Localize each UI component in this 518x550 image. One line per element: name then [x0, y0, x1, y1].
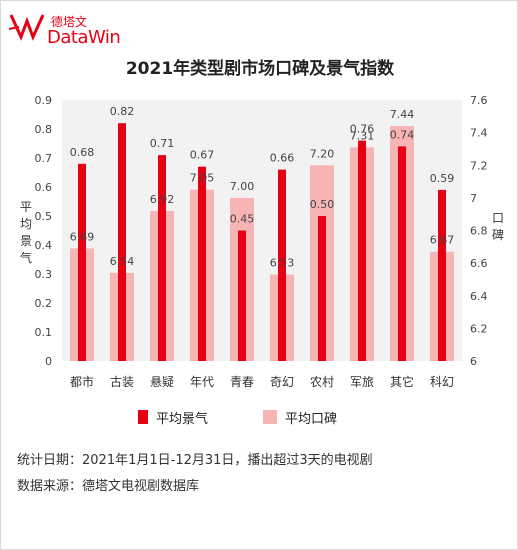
y-right-tick-label: 7.6 [470, 94, 488, 107]
brand-name-cn: 德塔文 [51, 15, 88, 29]
footer-source-note: 数据来源：德塔文电视剧数据库 [17, 479, 200, 494]
value-label-koubei: 6.67 [430, 234, 455, 247]
value-label-jingqi: 0.71 [150, 137, 175, 150]
x-category-label: 其它 [390, 374, 414, 389]
legend-swatch-koubei [263, 410, 277, 424]
bar-red-jingqi [278, 169, 286, 361]
footer-date-note: 统计日期：2021年1月1日-12月31日，播出超过3天的电视剧 [17, 453, 373, 468]
y-left-tick-label: 0.1 [35, 326, 53, 339]
bar-red-jingqi [158, 155, 166, 361]
value-label-jingqi: 0.66 [270, 152, 295, 165]
bar-red-jingqi [78, 163, 86, 361]
bar-red-jingqi [238, 230, 246, 361]
y-right-tick-label: 7.2 [470, 159, 488, 172]
chart-title: 2021年类型剧市场口碑及景气指数 [125, 59, 395, 79]
y-left-axis-title: 气 [20, 250, 32, 265]
x-category-label: 农村 [310, 375, 334, 389]
y-left-axis-title: 平 [20, 200, 32, 214]
x-category-label: 年代 [190, 375, 214, 389]
value-label-koubei: 6.69 [70, 230, 95, 243]
y-right-tick-label: 6 [470, 355, 477, 368]
brand-logo-icon [8, 14, 45, 41]
bar-red-jingqi [198, 166, 206, 361]
bar-red-jingqi [318, 216, 326, 361]
value-label-jingqi: 0.50 [310, 198, 335, 211]
value-label-jingqi: 0.67 [190, 149, 215, 162]
y-left-tick-label: 0 [45, 355, 52, 368]
y-right-tick-label: 6.6 [470, 257, 488, 270]
value-label-jingqi: 0.74 [390, 128, 415, 141]
value-label-jingqi: 0.45 [230, 213, 255, 226]
y-left-tick-label: 0.3 [35, 268, 53, 281]
y-left-tick-label: 0.4 [35, 239, 53, 252]
legend-label-jingqi: 平均景气 [156, 411, 208, 427]
y-right-tick-label: 6.4 [470, 290, 488, 303]
value-label-koubei: 6.53 [270, 257, 295, 270]
x-category-label: 科幻 [430, 375, 454, 389]
y-left-tick-label: 0.9 [35, 94, 53, 107]
value-label-koubei: 6.92 [150, 193, 175, 206]
y-right-tick-label: 7.4 [470, 127, 488, 140]
legend-swatch-jingqi [138, 410, 148, 424]
brand-name-en: DataWin [47, 27, 121, 48]
y-left-tick-label: 0.7 [35, 152, 53, 165]
y-left-tick-label: 0.8 [35, 123, 53, 136]
y-left-tick-label: 0.6 [35, 181, 53, 194]
y-right-tick-label: 6.8 [470, 225, 488, 238]
value-label-koubei: 7.20 [310, 147, 335, 160]
value-label-koubei: 7.00 [230, 180, 255, 193]
x-category-label: 古装 [110, 374, 134, 389]
x-category-label: 都市 [70, 374, 94, 389]
y-left-tick-label: 0.2 [35, 297, 53, 310]
bar-red-jingqi [118, 123, 126, 361]
y-right-tick-label: 7 [470, 192, 477, 205]
chart-svg: 0 0.1 0.2 0.3 0.4 0.5 0.6 0.7 0.8 0.9 6 6.2 6.4 6.6 6.… [20, 94, 504, 427]
x-category-label: 青春 [230, 375, 254, 389]
y-left-tick-label: 0.5 [35, 210, 53, 223]
bar-red-jingqi [438, 189, 446, 361]
bar-red-jingqi [398, 146, 406, 361]
value-label-jingqi: 0.76 [350, 123, 375, 136]
value-label-jingqi: 0.68 [70, 146, 95, 159]
y-right-axis-title: 口 [492, 211, 504, 225]
y-right-tick-label: 6.2 [470, 322, 488, 335]
brand-logo: 德塔文 DataWin [7, 7, 127, 48]
y-left-axis-title: 景 [20, 234, 32, 248]
x-category-label: 军旅 [350, 375, 374, 389]
legend-label-koubei: 平均口碑 [285, 411, 337, 427]
value-label-koubei: 7.05 [190, 172, 215, 185]
bar-red-jingqi [358, 140, 366, 361]
value-label-koubei: 6.54 [110, 255, 135, 268]
value-label-jingqi: 0.59 [430, 172, 455, 185]
value-label-koubei: 7.44 [390, 108, 415, 121]
value-label-koubei: 7.31 [350, 129, 375, 142]
value-label-jingqi: 0.82 [110, 105, 135, 118]
x-category-label: 奇幻 [270, 375, 294, 389]
y-right-axis-title: 碑 [492, 227, 504, 242]
x-category-label: 悬疑 [150, 374, 174, 389]
y-left-axis-title: 均 [20, 217, 32, 231]
